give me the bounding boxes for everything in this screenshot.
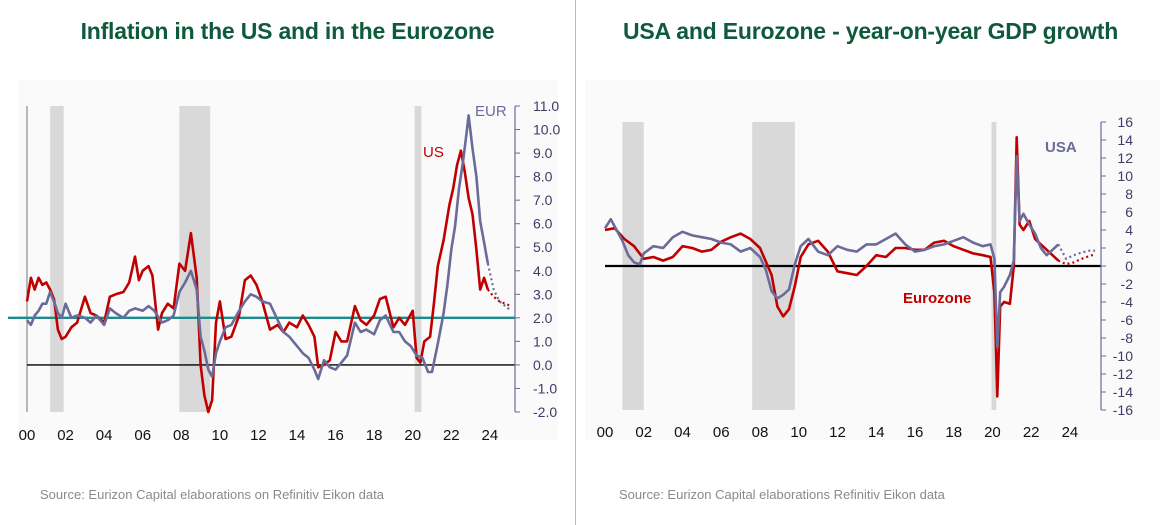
inflation-x-tick-label: 20	[404, 427, 421, 444]
inflation-y-tick-label: 7.0	[533, 192, 553, 208]
inflation-y-tick-label: 2.0	[533, 310, 553, 326]
inflation-chart-panel: Inflation in the US and in the Eurozone …	[0, 0, 575, 525]
gdp-y-tick-label: 2	[1125, 240, 1133, 256]
gdp-x-tick-label: 02	[635, 424, 652, 441]
inflation-x-tick-label: 22	[443, 427, 460, 444]
gdp-y-tick-label: -4	[1121, 294, 1134, 310]
gdp-y-tick-label: -8	[1121, 330, 1134, 346]
gdp-y-tick-label: 10	[1117, 168, 1133, 184]
inflation-x-tick-label: 16	[327, 427, 344, 444]
gdp-series-eurozone	[604, 136, 1060, 398]
inflation-chart-svg: 11.0 10.0 9.0 8.0 7.0 6.0 5.0 4.0 3.0 2.0 1.0 0.0 -1…	[8, 98, 560, 444]
inflation-x-tick-label: 00	[19, 427, 36, 444]
inflation-chart-title: Inflation in the US and in the Eurozone	[80, 18, 495, 44]
inflation-y-tick-label: 0.0	[533, 357, 553, 373]
inflation-plot-background	[18, 80, 558, 440]
gdp-x-tick-label: 00	[597, 424, 614, 441]
gdp-x-tick-label: 16	[907, 424, 924, 441]
gdp-y-tick-label: -16	[1113, 402, 1133, 418]
gdp-series-usa	[603, 154, 1060, 349]
inflation-x-tick-label: 08	[173, 427, 190, 444]
inflation-y-tick-label: 10.0	[533, 122, 560, 138]
gdp-y-tick-label: 16	[1117, 114, 1133, 130]
gdp-y-tick-label: 12	[1117, 150, 1133, 166]
gdp-y-tick-label: 0	[1125, 258, 1133, 274]
gdp-y-tick-label: 6	[1125, 204, 1133, 220]
gdp-x-tick-label: 22	[1023, 424, 1040, 441]
gdp-x-tick-label: 04	[674, 424, 691, 441]
usa-series-label: USA	[1045, 139, 1077, 156]
inflation-series-us	[25, 149, 490, 414]
inflation-x-tick-label: 04	[96, 427, 113, 444]
gdp-x-tick-label: 20	[984, 424, 1001, 441]
gdp-y-tick-label: 14	[1117, 132, 1133, 148]
inflation-y-tick-label: 6.0	[533, 216, 553, 232]
inflation-y-tick-label: 5.0	[533, 239, 553, 255]
gdp-x-tick-label: 10	[790, 424, 807, 441]
gdp-x-tick-label: 06	[713, 424, 730, 441]
inflation-x-tick-label: 10	[212, 427, 229, 444]
gdp-series-usa-forecast	[1057, 243, 1096, 260]
inflation-y-tick-label: 8.0	[533, 169, 553, 185]
inflation-y-tick-label: 4.0	[533, 263, 553, 279]
eurozone-series-label: Eurozone	[903, 290, 971, 307]
inflation-x-tick-label: 02	[57, 427, 74, 444]
us-series-label: US	[423, 144, 444, 161]
gdp-chart-title: USA and Eurozone - year-on-year GDP grow…	[622, 18, 1119, 44]
inflation-y-tick-label: 3.0	[533, 286, 553, 302]
gdp-chart-panel: USA and Eurozone - year-on-year GDP grow…	[577, 0, 1164, 525]
gdp-y-tick-label: -6	[1121, 312, 1134, 328]
inflation-series-eur	[25, 114, 490, 381]
inflation-chart-source: Source: Eurizon Capital elaborations on …	[40, 487, 384, 502]
inflation-recession-band	[414, 106, 422, 412]
gdp-y-tick-label: 8	[1125, 186, 1133, 202]
gdp-y-tick-label: -2	[1121, 276, 1134, 292]
gdp-x-tick-label: 18	[945, 424, 962, 441]
inflation-y-tick-label: 1.0	[533, 333, 553, 349]
gdp-x-tick-label: 14	[868, 424, 885, 441]
inflation-y-tick-label: -1.0	[533, 380, 557, 396]
inflation-x-tick-label: 14	[289, 427, 306, 444]
inflation-x-tick-label: 06	[134, 427, 151, 444]
panel-divider	[575, 0, 576, 525]
gdp-y-tick-label: -10	[1113, 348, 1133, 364]
inflation-x-tick-label: 18	[366, 427, 383, 444]
gdp-x-tick-label: 24	[1062, 424, 1079, 441]
gdp-series-eurozone-forecast	[1057, 253, 1096, 266]
gdp-y-tick-label: -12	[1113, 366, 1133, 382]
inflation-y-tick-label: -2.0	[533, 404, 557, 420]
gdp-x-tick-label: 12	[829, 424, 846, 441]
inflation-series-us-forecast	[487, 288, 512, 308]
gdp-chart-source: Source: Eurizon Capital elaborations Ref…	[619, 487, 945, 502]
gdp-y-tick-label: 4	[1125, 222, 1133, 238]
inflation-x-tick-label: 12	[250, 427, 267, 444]
gdp-x-tick-label: 08	[752, 424, 769, 441]
inflation-y-tick-label: 9.0	[533, 145, 553, 161]
gdp-y-tick-label: -14	[1113, 384, 1133, 400]
eur-series-label: EUR	[475, 103, 507, 120]
inflation-recession-band	[50, 106, 64, 412]
inflation-x-tick-label: 24	[482, 427, 499, 444]
inflation-y-tick-label: 11.0	[533, 98, 559, 114]
